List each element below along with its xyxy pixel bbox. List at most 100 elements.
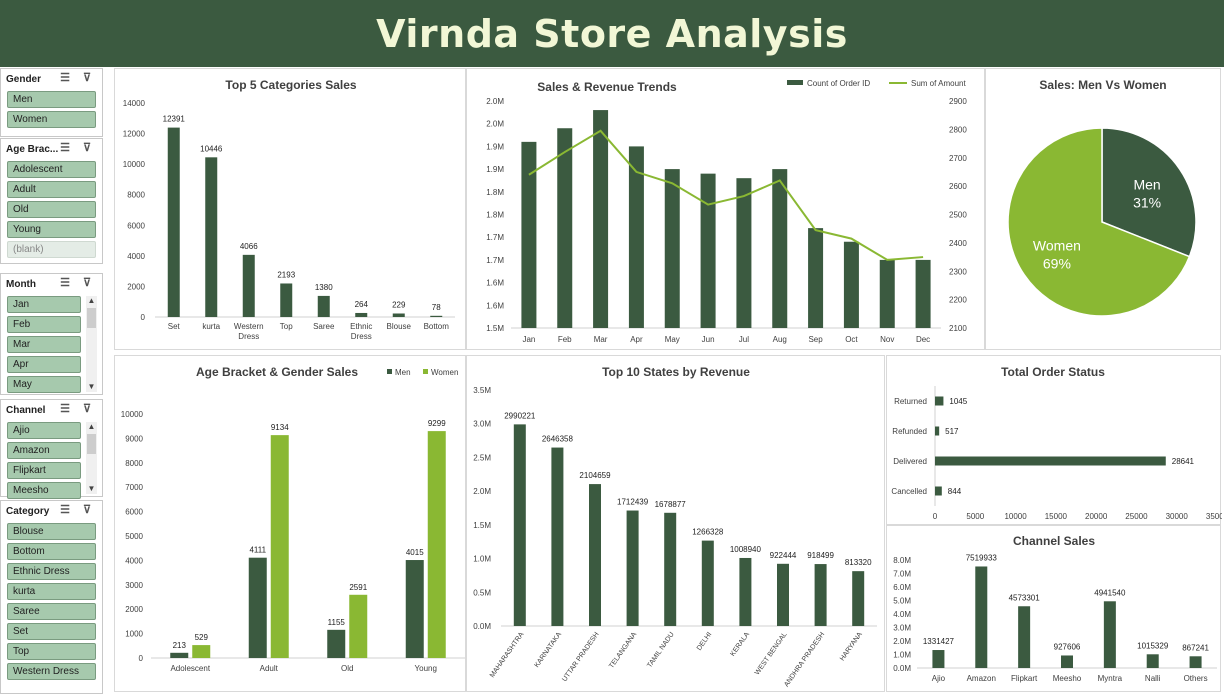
- bar-adult-women: [270, 435, 289, 658]
- y-tick-label: 8000: [127, 191, 145, 200]
- bar-sep: [808, 228, 824, 328]
- bar-telangana: [626, 510, 639, 626]
- clear-filter-icon[interactable]: ⊽: [82, 72, 92, 84]
- y-tick-label: 14000: [123, 99, 146, 108]
- slicer-item-amazon[interactable]: Amazon: [7, 442, 81, 459]
- bar-karnataka: [551, 447, 564, 626]
- bar-aug: [772, 169, 788, 328]
- slicer-item-western-dress[interactable]: Western Dress: [7, 663, 96, 680]
- slicer-item-may[interactable]: May: [7, 376, 81, 393]
- clear-filter-icon[interactable]: ⊽: [82, 504, 92, 516]
- scroll-down-icon[interactable]: ▼: [87, 382, 96, 391]
- data-label: 4015: [406, 548, 424, 557]
- multi-select-icon[interactable]: ☰: [60, 72, 70, 84]
- slicer-item-adult[interactable]: Adult: [7, 181, 96, 198]
- bar-jun: [700, 173, 716, 328]
- slicer-item-adolescent[interactable]: Adolescent: [7, 161, 96, 178]
- slicer-item-feb[interactable]: Feb: [7, 316, 81, 333]
- multi-select-icon[interactable]: ☰: [60, 277, 70, 289]
- x-tick-label: Jul: [739, 335, 749, 344]
- y-tick-label-right: 2200: [949, 296, 967, 305]
- bar-amazon: [975, 566, 988, 668]
- bar-may: [664, 169, 680, 328]
- slicer-header: Gender ☰ ⊽: [1, 69, 102, 89]
- x-tick-label: Others: [1184, 674, 1208, 683]
- slicer-item-blank[interactable]: (blank): [7, 241, 96, 258]
- trends-panel: Sales & Revenue Trends Count of Order ID S…: [466, 68, 985, 350]
- slicer-item-ajio[interactable]: Ajio: [7, 422, 81, 439]
- y-tick-label: Cancelled: [891, 487, 927, 496]
- data-label: 922444: [770, 551, 797, 560]
- slicer-item-old[interactable]: Old: [7, 201, 96, 218]
- slicer-gender: Gender ☰ ⊽ Men Women: [0, 68, 103, 137]
- slicer-item-saree[interactable]: Saree: [7, 603, 96, 620]
- y-tick-label-left: 1.8M: [486, 211, 504, 220]
- bar-haryana: [852, 571, 865, 626]
- slicer-item-ethnic-dress[interactable]: Ethnic Dress: [7, 563, 96, 580]
- slicer-item-jan[interactable]: Jan: [7, 296, 81, 313]
- slicer-item-mar[interactable]: Mar: [7, 336, 81, 353]
- slicer-item-flipkart[interactable]: Flipkart: [7, 462, 81, 479]
- slicer-item-set[interactable]: Set: [7, 623, 96, 640]
- clear-filter-icon[interactable]: ⊽: [82, 403, 92, 415]
- scroll-up-icon[interactable]: ▲: [87, 296, 96, 305]
- scroll-up-icon[interactable]: ▲: [87, 422, 96, 431]
- amount-line: [528, 129, 924, 261]
- slicer-item-top[interactable]: Top: [7, 643, 96, 660]
- multi-select-icon[interactable]: ☰: [60, 142, 70, 154]
- x-tick-label: UTTAR PRADESH: [561, 631, 600, 683]
- x-tick-label: Jan: [522, 335, 535, 344]
- scroll-thumb[interactable]: [87, 434, 96, 454]
- x-tick-label: 0: [933, 512, 938, 521]
- x-tick-label: Young: [415, 664, 437, 673]
- x-tick-label: Apr: [630, 335, 643, 344]
- clear-filter-icon[interactable]: ⊽: [82, 277, 92, 289]
- y-tick-label: 7000: [125, 483, 143, 492]
- legend-label: Women: [431, 368, 458, 377]
- y-tick-label: 12000: [123, 130, 146, 139]
- bar-saree: [317, 295, 330, 317]
- y-tick-label: 2.5M: [473, 453, 491, 462]
- data-label: 813320: [845, 558, 872, 567]
- x-tick-label: ANDHRA PRADESH: [783, 631, 826, 688]
- slicer-item-kurta[interactable]: kurta: [7, 583, 96, 600]
- pie-pct: 31%: [1133, 194, 1161, 210]
- x-tick-label: HARYANA: [839, 631, 864, 662]
- slicer-scrollbar[interactable]: ▲ ▼: [86, 422, 97, 494]
- y-tick-label: 3.0M: [473, 420, 491, 429]
- x-tick-label: Ajio: [932, 674, 946, 683]
- data-label: 1380: [315, 283, 333, 292]
- clear-filter-icon[interactable]: ⊽: [82, 142, 92, 154]
- data-label: 1045: [949, 397, 967, 406]
- multi-select-icon[interactable]: ☰: [60, 504, 70, 516]
- slicer-title: Age Brac...: [6, 143, 59, 155]
- x-tick-label: Set: [168, 322, 181, 331]
- y-tick-label: 5.0M: [893, 597, 911, 606]
- bar-meesho: [1061, 655, 1073, 668]
- y-tick-label-left: 1.5M: [486, 324, 504, 333]
- scroll-down-icon[interactable]: ▼: [87, 484, 96, 493]
- chart-title: Top 10 States by Revenue: [602, 365, 750, 379]
- slicer-item-apr[interactable]: Apr: [7, 356, 81, 373]
- y-tick-label-right: 2700: [949, 154, 967, 163]
- bar-delivered: [935, 456, 1166, 466]
- slicer-item-women[interactable]: Women: [7, 111, 96, 128]
- pie-panel: Sales: Men Vs Women Men 31% Women 69%: [985, 68, 1221, 350]
- bar-cancelled: [935, 486, 942, 496]
- x-tick-label: Jun: [702, 335, 715, 344]
- bar-returned: [935, 396, 944, 406]
- bar-bottom: [430, 315, 443, 317]
- slicer-item-meesho[interactable]: Meesho: [7, 482, 81, 499]
- slicer-item-blouse[interactable]: Blouse: [7, 523, 96, 540]
- slicer-item-men[interactable]: Men: [7, 91, 96, 108]
- slicer-item-bottom[interactable]: Bottom: [7, 543, 96, 560]
- bar-adolescent-women: [192, 645, 211, 658]
- scroll-thumb[interactable]: [87, 308, 96, 328]
- slicer-scrollbar[interactable]: ▲ ▼: [86, 296, 97, 392]
- slicer-title: Channel: [6, 404, 46, 416]
- slicer-item-young[interactable]: Young: [7, 221, 96, 238]
- bar-jan: [521, 141, 537, 328]
- multi-select-icon[interactable]: ☰: [60, 403, 70, 415]
- y-tick-label: 4000: [127, 252, 145, 261]
- y-tick-label: 5000: [125, 532, 143, 541]
